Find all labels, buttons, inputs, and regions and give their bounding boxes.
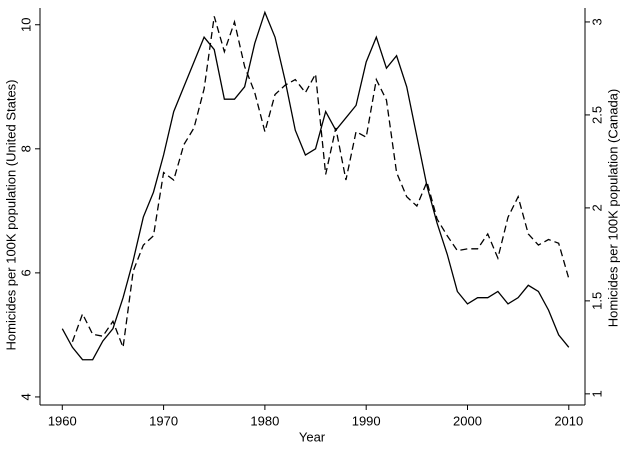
y2-tick-label: 1 xyxy=(589,390,604,397)
y2-axis-label: Homicides per 100K population (Canada) xyxy=(605,89,620,327)
x-tick-label: 1980 xyxy=(250,413,279,428)
y-tick-label: 4 xyxy=(18,393,33,400)
y2-tick-label: 2.5 xyxy=(589,106,604,124)
y2-tick-label: 1.5 xyxy=(589,292,604,310)
y-tick-label: 6 xyxy=(18,269,33,276)
data-line xyxy=(61,10,570,361)
x-tick-label: 1960 xyxy=(48,413,77,428)
y2-tick-label: 3 xyxy=(589,18,604,25)
data-line xyxy=(71,16,570,348)
y2-tick-label: 2 xyxy=(589,204,604,211)
x-tick-label: 2010 xyxy=(554,413,583,428)
y-tick-label: 8 xyxy=(18,145,33,152)
x-axis-label: Year xyxy=(299,429,326,444)
y-axis-label: Homicides per 100K population (United St… xyxy=(3,80,18,351)
x-tick-label: 1990 xyxy=(352,413,381,428)
x-tick-label: 2000 xyxy=(453,413,482,428)
y-tick-label: 10 xyxy=(18,18,33,32)
x-tick-label: 1970 xyxy=(149,413,178,428)
